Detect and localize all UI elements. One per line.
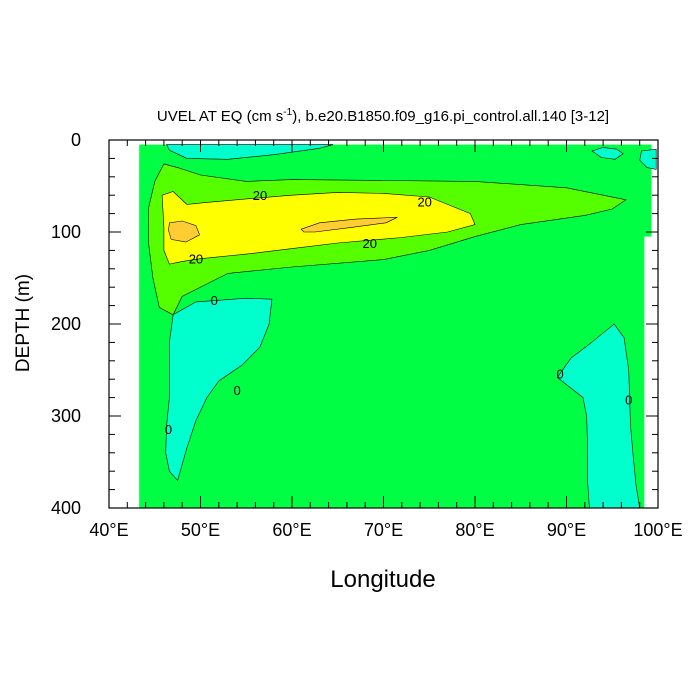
contour-region-4 xyxy=(556,323,641,509)
chart-title: UVEL AT EQ (cm s-1), b.e20.B1850.f09_g16… xyxy=(157,107,609,125)
x-tick-label-4: 80°E xyxy=(455,520,494,540)
contour-region-3 xyxy=(165,297,273,482)
x-tick-label-3: 70°E xyxy=(364,520,403,540)
y-tick-label-2: 200 xyxy=(51,314,81,334)
contour-field xyxy=(139,144,657,509)
contour-region-2 xyxy=(639,148,657,170)
zero-label-1: 0 xyxy=(233,383,240,398)
zero-contour-marks: 0 0 0 0 0 xyxy=(165,293,632,437)
contour-label-1: 20 xyxy=(417,195,431,210)
y-tick-label-0: 0 xyxy=(71,130,81,150)
y-tick-label-3: 300 xyxy=(51,406,81,426)
zero-label-0: 0 xyxy=(211,293,218,308)
zero-label-3: 0 xyxy=(556,367,563,382)
chart-title-rest: ), b.e20.B1850.f09_g16.pi_control.all.14… xyxy=(292,108,609,125)
y-tick-label-4: 400 xyxy=(51,498,81,518)
x-tick-label-0: 40°E xyxy=(89,520,128,540)
x-tick-label-2: 60°E xyxy=(272,520,311,540)
axes: 40°E 50°E 60°E 70°E 80°E 90°E 100°E01002003004… xyxy=(51,130,683,540)
chart-title-exponent: -1 xyxy=(283,107,292,118)
contour-label-3: 20 xyxy=(189,252,203,267)
contour-region-8 xyxy=(300,217,398,233)
chart-title-main: UVEL AT EQ (cm s xyxy=(157,108,283,125)
no-data-area xyxy=(644,236,653,508)
contour-label-2: 20 xyxy=(363,236,377,251)
contour-labels: 20 20 20 20 xyxy=(189,188,432,266)
x-axis-title: Longitude xyxy=(330,566,435,593)
x-tick-label-1: 50°E xyxy=(181,520,220,540)
y-tick-label-1: 100 xyxy=(51,222,81,242)
zero-label-2: 0 xyxy=(165,422,172,437)
contour-label-0: 20 xyxy=(253,188,267,203)
y-axis-title: DEPTH (m) xyxy=(13,274,34,372)
x-tick-label-5: 90°E xyxy=(547,520,586,540)
x-tick-label-6: 100°E xyxy=(633,520,682,540)
zero-label-4: 0 xyxy=(625,392,632,407)
contour-region-7 xyxy=(168,220,200,243)
contour-region-1 xyxy=(591,147,624,160)
